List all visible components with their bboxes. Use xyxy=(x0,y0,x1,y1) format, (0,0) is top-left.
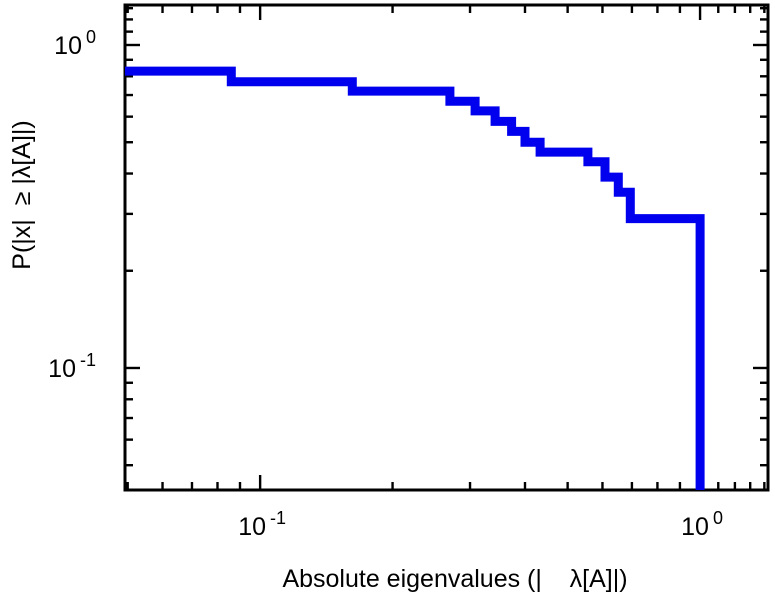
x-tick-label: 10 -1 xyxy=(238,508,286,541)
axis-ticks xyxy=(125,5,768,490)
x-tick-label: 10 0 xyxy=(681,508,723,541)
x-axis-label: Absolute eigenvalues (| λ[A]|) xyxy=(282,565,627,593)
y-tick-label: 10 -1 xyxy=(48,350,96,383)
y-axis-label: P(|x| ≥ |λ[A]|) xyxy=(8,120,36,269)
axis-tick-labels: 10 -1 10 0 10 0 10 -1 xyxy=(48,27,723,541)
plot-frame xyxy=(123,3,770,492)
ccdf-step-line xyxy=(125,66,705,490)
y-tick-label: 10 0 xyxy=(54,27,96,60)
